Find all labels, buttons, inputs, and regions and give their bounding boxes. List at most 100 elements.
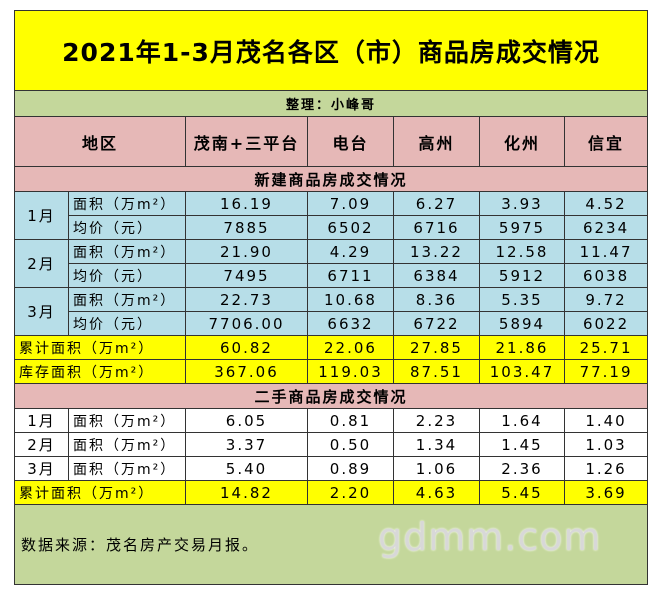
value-cell: 21.86 — [479, 335, 565, 360]
value-cell: 3.93 — [479, 191, 565, 216]
value-cell: 2.23 — [393, 408, 480, 433]
value-cell: 2.36 — [479, 456, 565, 481]
value-cell: 9.72 — [563, 287, 649, 312]
value-cell: 6716 — [393, 215, 480, 240]
value-cell: 4.29 — [307, 239, 394, 264]
header-cell: 高州 — [393, 116, 480, 167]
row-label: 面积（万m²） — [68, 287, 186, 312]
row-label: 面积（万m²） — [68, 456, 186, 481]
row: 整理：小峰哥 — [13, 90, 649, 117]
row-label: 均价（元） — [68, 215, 186, 240]
value-cell: 5.40 — [185, 456, 308, 481]
value-cell: 0.81 — [307, 408, 394, 433]
watermark: gdmm.com — [378, 515, 602, 559]
value-cell: 6038 — [563, 263, 649, 288]
value-cell: 1.34 — [393, 432, 480, 457]
value-cell: 7495 — [185, 263, 308, 288]
title: 2021年1-3月茂名各区（市）商品房成交情况 — [13, 10, 649, 91]
value-cell: 6711 — [307, 263, 394, 288]
value-cell: 12.58 — [479, 239, 565, 264]
value-cell: 5.45 — [479, 480, 565, 505]
value-cell: 1.64 — [479, 408, 565, 433]
total-label: 累计面积（万m²） — [14, 335, 186, 360]
row: 2月 面积（万m²） 21.90 4.29 13.22 12.58 11.47 — [14, 239, 649, 288]
value-cell: 0.89 — [307, 456, 394, 481]
footer: 数据来源：茂名房产交易月报。 — [13, 504, 649, 585]
value-cell: 22.73 — [185, 287, 308, 312]
value-cell: 3.69 — [563, 480, 649, 505]
header-cell: 电台 — [307, 116, 394, 167]
value-cell: 6.05 — [185, 408, 308, 433]
value-cell: 2.20 — [307, 480, 394, 505]
value-cell: 7706.00 — [185, 311, 308, 336]
row-label: 均价（元） — [68, 311, 186, 336]
row: 1月 面积（万m²） 16.19 7.09 6.27 3.93 4.52 — [14, 191, 649, 240]
value-cell: 25.71 — [563, 335, 649, 360]
row-label: 面积（万m²） — [68, 408, 186, 433]
row: 新建商品房成交情况 — [13, 166, 649, 192]
value-cell: 10.68 — [307, 287, 394, 312]
value-cell: 27.85 — [393, 335, 480, 360]
row: 均价（元） 7495 6711 6384 5912 6038 — [15, 263, 649, 288]
value-cell: 6384 — [393, 263, 480, 288]
row: 库存面积（万m²） 367.06 119.03 87.51 103.47 77.19 — [14, 359, 649, 384]
total-label: 累计面积（万m²） — [14, 480, 186, 505]
value-cell: 13.22 — [393, 239, 480, 264]
row: 均价（元） 7706.00 6632 6722 5894 6022 — [15, 311, 649, 336]
value-cell: 1.03 — [563, 432, 649, 457]
value-cell: 11.47 — [563, 239, 649, 264]
value-cell: 77.19 — [563, 359, 649, 384]
value-cell: 6632 — [307, 311, 394, 336]
row: 地区 茂南+三平台 电台 高州 化州 信宜 — [14, 116, 649, 167]
value-cell: 7.09 — [307, 191, 394, 216]
value-cell: 103.47 — [479, 359, 565, 384]
value-cell: 22.06 — [307, 335, 394, 360]
section-title: 新建商品房成交情况 — [13, 166, 649, 192]
row: 数据来源：茂名房产交易月报。 — [13, 504, 649, 585]
value-cell: 1.26 — [563, 456, 649, 481]
month: 3月 — [14, 287, 69, 336]
value-cell: 14.82 — [185, 480, 308, 505]
month: 2月 — [14, 432, 69, 457]
value-cell: 367.06 — [185, 359, 308, 384]
value-cell: 4.63 — [393, 480, 480, 505]
value-cell: 5894 — [479, 311, 565, 336]
value-cell: 0.50 — [307, 432, 394, 457]
header-cell: 信宜 — [563, 116, 649, 167]
section-title: 二手商品房成交情况 — [13, 383, 649, 409]
row-label: 面积（万m²） — [68, 239, 186, 264]
row: 3月 面积（万m²） 22.73 10.68 8.36 5.35 9.72 — [14, 287, 649, 336]
row: 1月 面积（万m²） 6.05 0.81 2.23 1.64 1.40 — [14, 408, 649, 433]
row: 累计面积（万m²） 14.82 2.20 4.63 5.45 3.69 — [14, 480, 649, 505]
value-cell: 6722 — [393, 311, 480, 336]
row: 3月 面积（万m²） 5.40 0.89 1.06 2.36 1.26 — [14, 456, 649, 481]
row: 均价（元） 7885 6502 6716 5975 6234 — [15, 215, 649, 240]
total-label: 库存面积（万m²） — [14, 359, 186, 384]
table: 2021年1-3月茂名各区（市）商品房成交情况 整理：小峰哥 地区 茂南+三平台 电台高… — [13, 10, 649, 585]
value-cell: 87.51 — [393, 359, 480, 384]
header-cell: 地区 — [14, 116, 186, 167]
month: 1月 — [14, 191, 69, 240]
value-cell: 119.03 — [307, 359, 394, 384]
value-cell: 1.06 — [393, 456, 480, 481]
row: 2月 面积（万m²） 3.37 0.50 1.34 1.45 1.03 — [14, 432, 649, 457]
value-cell: 5975 — [479, 215, 565, 240]
month: 1月 — [14, 408, 69, 433]
table-wrap: 2021年1-3月茂名各区（市）商品房成交情况 整理：小峰哥 地区 茂南+三平台 电台高… — [13, 10, 649, 585]
value-cell: 5.35 — [479, 287, 565, 312]
value-cell: 1.45 — [479, 432, 565, 457]
value-cell: 6022 — [563, 311, 649, 336]
value-cell: 3.37 — [185, 432, 308, 457]
row-label: 面积（万m²） — [68, 432, 186, 457]
value-cell: 7885 — [185, 215, 308, 240]
row: 2021年1-3月茂名各区（市）商品房成交情况 — [13, 10, 649, 91]
value-cell: 1.40 — [563, 408, 649, 433]
value-cell: 5912 — [479, 263, 565, 288]
value-cell: 6502 — [307, 215, 394, 240]
value-cell: 6.27 — [393, 191, 480, 216]
month: 2月 — [14, 239, 69, 288]
row: 累计面积（万m²） 60.82 22.06 27.85 21.86 25.71 — [14, 335, 649, 360]
row-label: 均价（元） — [68, 263, 186, 288]
value-cell: 6234 — [563, 215, 649, 240]
